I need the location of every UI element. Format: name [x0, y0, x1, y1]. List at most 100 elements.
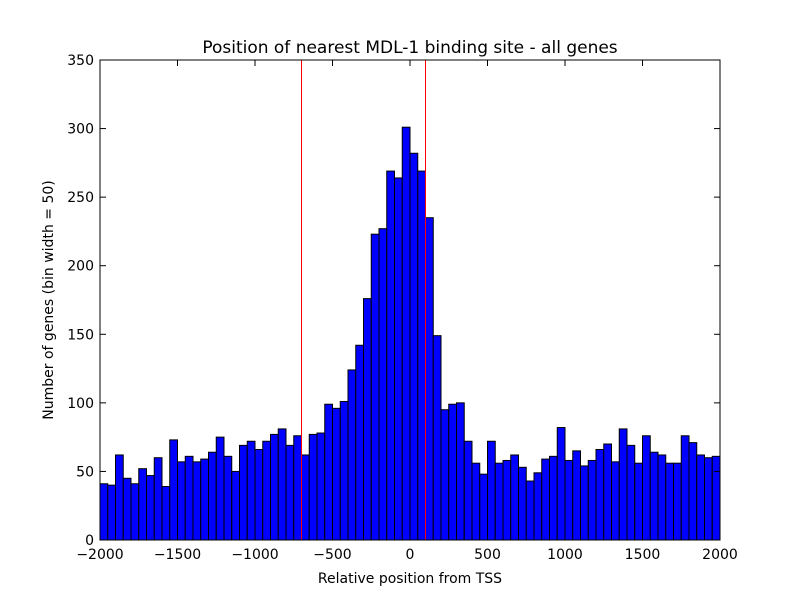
histogram-bar [161, 486, 171, 541]
x-tick-label: 0 [406, 547, 415, 563]
histogram-bar [339, 400, 349, 541]
histogram-bar [332, 407, 341, 541]
histogram-bar [587, 459, 597, 541]
histogram-bar [246, 440, 256, 541]
histogram-bar [580, 465, 589, 541]
histogram-bar [277, 428, 287, 541]
chart-title: Position of nearest MDL-1 binding site -… [202, 38, 617, 58]
histogram-bar [146, 475, 155, 541]
x-tick-label: 1000 [547, 547, 583, 563]
histogram-bar [215, 436, 225, 541]
histogram-bar [688, 442, 698, 541]
histogram-bar [556, 427, 566, 541]
histogram-bar [611, 461, 620, 541]
y-tick-label: 100 [67, 396, 94, 412]
histogram-bar [239, 444, 248, 541]
histogram-bar [270, 433, 279, 541]
histogram-bar [409, 152, 419, 541]
histogram-bar [487, 440, 496, 541]
reference-lines-layer [301, 60, 426, 540]
ticks-layer: −2000 −1500 −1000 −500 0 500 1000 1500 2000 0 50 10… [67, 53, 738, 563]
histogram-bar [494, 462, 504, 541]
x-axis-label: Relative position from TSS [318, 571, 502, 587]
histogram-bar [370, 233, 380, 541]
histogram-bar [704, 457, 713, 541]
y-tick-label: 350 [67, 53, 94, 69]
histogram-bar [231, 470, 240, 541]
histogram-bar [525, 480, 535, 541]
histogram-bar [696, 454, 705, 541]
histogram-bar [463, 440, 473, 541]
y-tick-label: 300 [67, 122, 94, 138]
x-tick-label: −500 [313, 547, 351, 563]
histogram-bar [401, 126, 411, 541]
y-tick-label: 0 [85, 533, 94, 549]
histogram-bar [564, 459, 574, 541]
histogram-bar [130, 483, 140, 541]
histogram-bar [192, 461, 202, 541]
x-tick-label: 2000 [702, 547, 738, 563]
histogram-bar [448, 403, 457, 541]
histogram-bar [642, 435, 651, 541]
histogram-bar [262, 440, 271, 541]
histogram-bar [417, 170, 426, 541]
histogram-bar [479, 473, 488, 541]
histogram-bar [115, 454, 124, 541]
x-tick-label: −1000 [231, 547, 278, 563]
histogram-bar [456, 402, 465, 541]
histogram-bar [208, 451, 217, 541]
histogram-bar [649, 451, 659, 541]
x-tick-label: −1500 [154, 547, 201, 563]
histogram-bar [618, 428, 628, 541]
histogram-bar [626, 444, 636, 541]
histogram-bar [324, 403, 333, 541]
histogram-bar [107, 484, 116, 541]
histogram-bar [153, 457, 163, 541]
x-tick-label: 500 [474, 547, 501, 563]
histogram-bar [440, 409, 450, 541]
x-tick-label: 1500 [625, 547, 661, 563]
y-tick-label: 50 [76, 464, 94, 480]
y-tick-label: 250 [67, 190, 94, 206]
histogram-bar [533, 472, 543, 541]
histogram-bar [680, 435, 690, 541]
bars-layer [99, 126, 721, 541]
histogram-bar [169, 439, 178, 541]
histogram-bar [595, 448, 605, 541]
histogram-bar [518, 466, 527, 541]
histogram-bar [386, 170, 395, 541]
histogram-bar [308, 433, 318, 541]
histogram-bar [200, 458, 209, 541]
histogram-bar [99, 483, 109, 541]
histogram-bar [603, 443, 612, 541]
histogram-bar [665, 462, 674, 541]
histogram-bar [122, 477, 132, 541]
histogram-bar [471, 462, 481, 541]
histogram-bar [549, 455, 558, 541]
histogram-bar [285, 444, 295, 541]
histogram-bar [510, 454, 519, 541]
histogram-bar [572, 450, 581, 541]
histogram-bar [355, 344, 364, 541]
histogram-bar [223, 455, 233, 541]
histogram-bar [293, 435, 302, 541]
y-axis-label: Number of genes (bin width = 50) [41, 180, 57, 419]
histogram-bar [347, 369, 357, 541]
histogram-bar [378, 228, 388, 541]
histogram-bar [177, 461, 186, 541]
histogram-bar [711, 455, 721, 541]
histogram-bar [316, 432, 326, 541]
histogram-bar [432, 335, 442, 541]
histogram-bar [394, 177, 403, 541]
histogram-bar [673, 462, 682, 541]
histogram-bar [301, 454, 310, 541]
x-tick-label: −2000 [76, 547, 123, 563]
y-tick-label: 150 [67, 327, 94, 343]
histogram-bar [425, 217, 434, 541]
histogram-bar [138, 468, 147, 541]
histogram-bar [634, 462, 643, 541]
y-tick-label: 200 [67, 259, 94, 275]
histogram-bar [502, 459, 512, 541]
